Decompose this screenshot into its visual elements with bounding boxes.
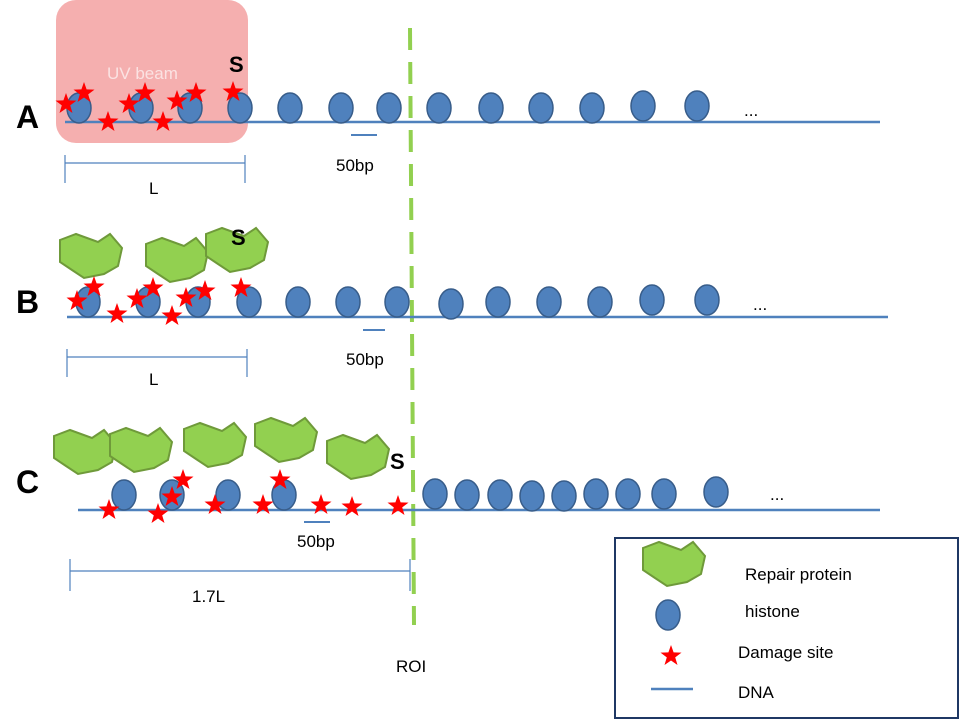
repair-protein [109, 427, 173, 473]
length-bracket [69, 559, 411, 591]
length-bracket [66, 349, 248, 377]
histone [227, 92, 253, 124]
histones [111, 476, 729, 512]
histone [528, 92, 554, 124]
histone [454, 479, 480, 511]
repair-protein [145, 237, 209, 283]
ellipsis: ... [744, 101, 758, 120]
panel-a: UV beam A S [16, 0, 880, 198]
roi-line [408, 27, 416, 626]
histone [328, 92, 354, 124]
scale-bar: 50bp [297, 521, 335, 551]
histone [519, 480, 545, 512]
histone [376, 92, 402, 124]
histone [487, 479, 513, 511]
s-marker: S [231, 225, 246, 250]
s-marker: S [390, 449, 405, 474]
panel-c: C [16, 417, 880, 606]
histone [587, 286, 613, 318]
histone [551, 480, 577, 512]
scale-bar: 50bp [346, 329, 385, 369]
panel-letter: C [16, 464, 39, 500]
histone [536, 286, 562, 318]
repair-protein [59, 233, 123, 279]
histone [651, 478, 677, 510]
histone [630, 90, 656, 122]
repair-protein [254, 417, 318, 463]
scale-bar: 50bp [336, 134, 377, 175]
damage-site [161, 305, 183, 325]
length-label: L [149, 179, 158, 198]
repair-protein [183, 422, 247, 468]
histone [703, 476, 729, 508]
legend: Repair protein histone Damage site DNA [614, 537, 959, 719]
s-marker: S [229, 52, 244, 77]
panel-b: B [16, 225, 888, 389]
legend-label-histone: histone [745, 602, 800, 621]
histone [478, 92, 504, 124]
ellipsis: ... [770, 485, 784, 504]
scale-label: 50bp [346, 350, 384, 369]
panel-letter: B [16, 284, 39, 320]
histone [277, 92, 303, 124]
repair-proteins [53, 417, 390, 480]
histones [75, 284, 720, 320]
panel-letter: A [16, 99, 39, 135]
histone [639, 284, 665, 316]
legend-label-repair-protein: Repair protein [745, 565, 852, 584]
histone [422, 478, 448, 510]
damage-site [341, 496, 363, 516]
histone [684, 90, 710, 122]
ellipsis: ... [753, 295, 767, 314]
length-label: L [149, 370, 158, 389]
histone [426, 92, 452, 124]
scale-label: 50bp [336, 156, 374, 175]
roi-label: ROI [396, 657, 426, 676]
histone [694, 284, 720, 316]
repair-protein [53, 429, 117, 475]
repair-protein [326, 434, 390, 480]
length-label: 1.7L [192, 587, 225, 606]
histone [384, 286, 410, 318]
histone [335, 286, 361, 318]
uv-beam-label: UV beam [107, 64, 178, 83]
histone [285, 286, 311, 318]
histone [583, 478, 609, 510]
length-bracket [64, 155, 246, 183]
histone [615, 478, 641, 510]
histone [111, 479, 137, 511]
histone [485, 286, 511, 318]
histone-icon [655, 599, 681, 631]
damage-site [387, 495, 409, 515]
scale-label: 50bp [297, 532, 335, 551]
legend-label-damage-site: Damage site [738, 643, 833, 662]
damage-site [106, 303, 128, 323]
legend-label-dna: DNA [738, 683, 775, 702]
histone [438, 288, 464, 320]
histone [579, 92, 605, 124]
histone [236, 286, 262, 318]
